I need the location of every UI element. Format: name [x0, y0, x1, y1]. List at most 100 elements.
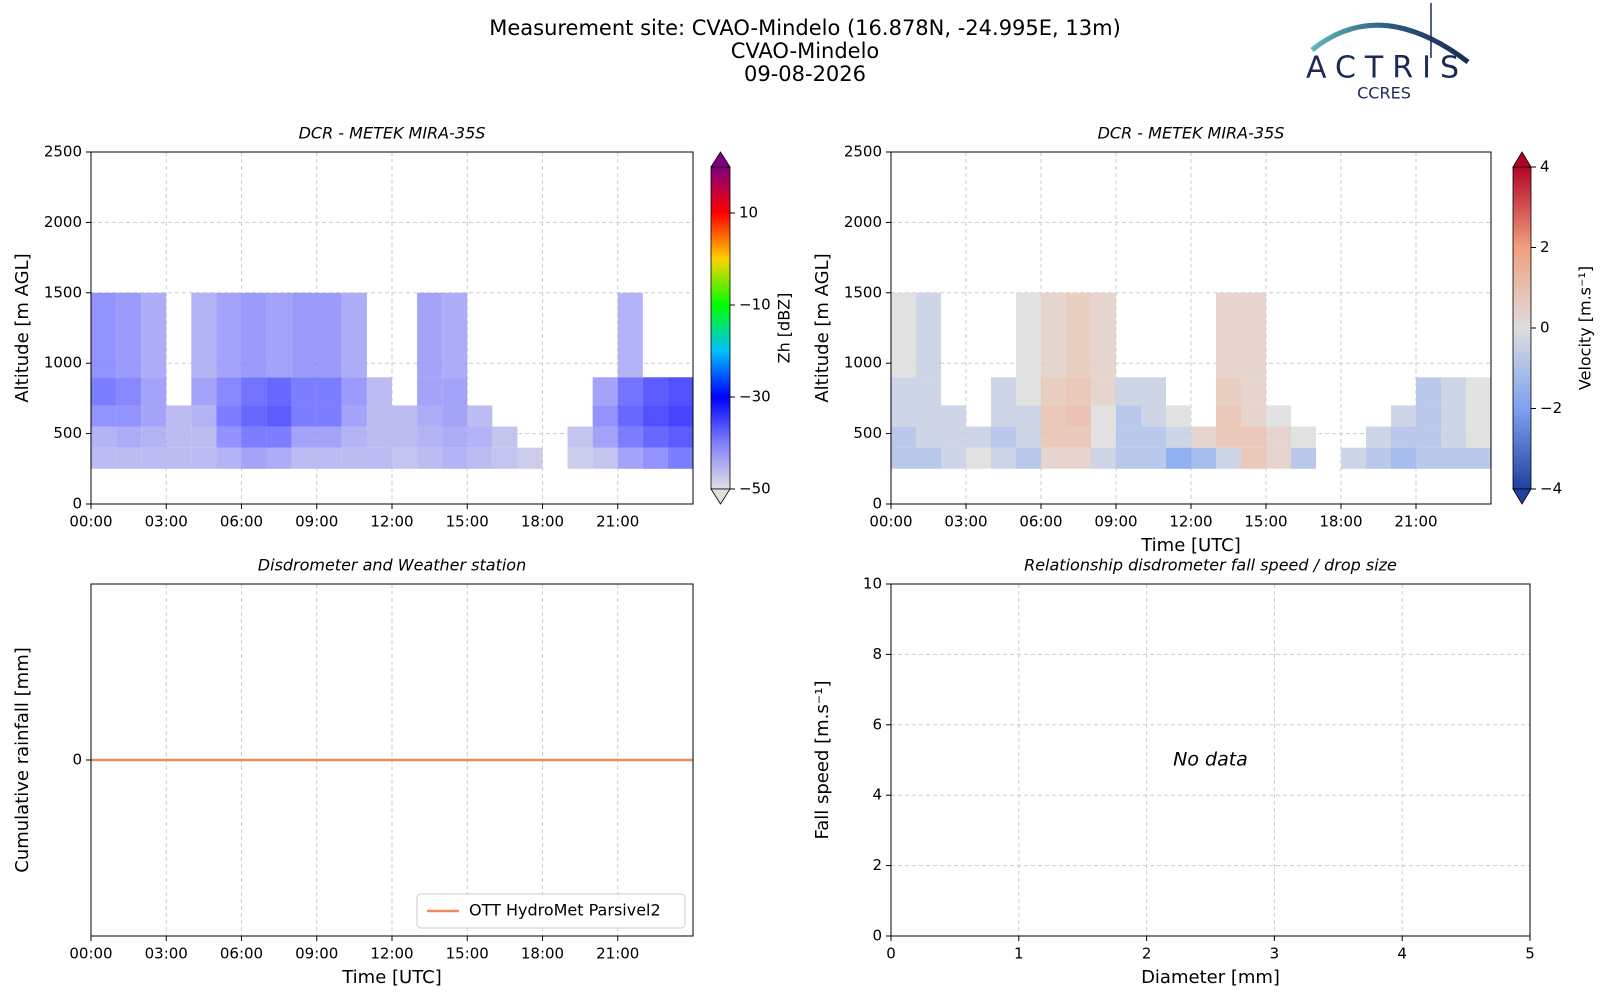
heatmap-cell [1241, 447, 1266, 469]
heatmap-cell [91, 292, 117, 378]
y-tick-label: 8 [872, 645, 882, 663]
heatmap-cell [1041, 377, 1066, 406]
heatmap-cell [417, 292, 443, 378]
heatmap-cell [417, 447, 443, 469]
heatmap-cell [1016, 377, 1041, 406]
x-tick-label: 18:00 [1319, 513, 1362, 531]
colorbar-tick-label: 2 [1540, 238, 1550, 256]
heatmap-cell [1466, 426, 1491, 448]
colorbar-tick-label: −2 [1540, 399, 1562, 417]
heatmap-cell [1066, 405, 1091, 427]
heatmap-cell [1266, 405, 1291, 427]
x-tick-label: 03:00 [145, 513, 188, 531]
heatmap-cell [1091, 426, 1116, 448]
heatmap-cell [366, 447, 392, 469]
heatmap-cell [1016, 292, 1041, 378]
heatmap-cell [191, 447, 217, 469]
heatmap-cell [1241, 405, 1266, 427]
colorbar-extend [1512, 488, 1532, 505]
x-tick-label: 15:00 [446, 945, 489, 963]
heatmap-cell [241, 447, 267, 469]
colorbar-label: Zh [dBZ] [775, 293, 794, 364]
heatmap-cell [366, 405, 392, 427]
x-tick-label: 12:00 [1169, 513, 1212, 531]
y-tick-label: 1000 [44, 354, 82, 372]
heatmap-cell [1416, 377, 1441, 406]
heatmap-cell [1116, 377, 1141, 406]
logo: ACTRIS CCRES [1306, 3, 1470, 103]
colorbar [710, 166, 731, 490]
x-tick-label: 12:00 [370, 945, 413, 963]
x-tick-label: 15:00 [446, 513, 489, 531]
heatmap-cell [467, 447, 493, 469]
heatmap-cell [216, 292, 242, 378]
y-tick-label: 500 [853, 424, 882, 442]
heatmap-cell [1441, 426, 1466, 448]
heatmap-cell [891, 426, 916, 448]
heatmap-cell [1091, 377, 1116, 406]
heatmap-cell [341, 292, 367, 378]
heatmap-cell [1091, 447, 1116, 469]
heatmap-cell [341, 405, 367, 427]
heatmap-cell [1241, 426, 1266, 448]
heatmap-cell [1241, 377, 1266, 406]
heatmap-cell [467, 405, 493, 427]
colorbar-tick-label: 4 [1540, 158, 1550, 176]
colorbar-tick-label: −50 [739, 480, 771, 498]
heatmap-cell [1416, 447, 1441, 469]
heatmap-cell [1216, 426, 1241, 448]
subplot-title: Disdrometer and Weather station [258, 556, 526, 575]
y-tick-label: 0 [872, 927, 882, 945]
heatmap-cell [667, 377, 693, 406]
heatmap-cell [1291, 426, 1316, 448]
heatmap-cell [291, 405, 317, 427]
heatmap-cell [592, 377, 618, 406]
heatmap-cell [1266, 426, 1291, 448]
heatmap-cell [991, 405, 1016, 427]
heatmap-cell [991, 426, 1016, 448]
heatmap-cell [1116, 405, 1141, 427]
heatmap-cell [141, 405, 167, 427]
heatmap-cell [191, 405, 217, 427]
heatmap-cell [1291, 447, 1316, 469]
heatmap-cell [1391, 426, 1416, 448]
colorbar-label: Velocity [m.s⁻¹] [1576, 266, 1595, 390]
x-axis-label: Diameter [mm] [1141, 967, 1280, 988]
heatmap-cell [241, 405, 267, 427]
heatmap-cell [1391, 447, 1416, 469]
heatmap-cell [1216, 292, 1241, 378]
heatmap-cell [241, 292, 267, 378]
heatmap-cell [216, 405, 242, 427]
heatmap-cell [1466, 447, 1491, 469]
heatmap-cell [316, 426, 342, 448]
heatmap-cell [1041, 292, 1066, 378]
heatmap-cell [141, 292, 167, 378]
legend-label: OTT HydroMet Parsivel2 [469, 901, 661, 920]
y-tick-label: 2500 [44, 143, 82, 161]
logo-sub: CCRES [1357, 84, 1411, 103]
heatmap-cell [1366, 426, 1391, 448]
heatmap-cell [642, 405, 668, 427]
heatmap-cell [316, 377, 342, 406]
x-tick-label: 12:00 [370, 513, 413, 531]
heatmap-cell [116, 292, 142, 378]
colorbar-tick-label: 10 [739, 204, 758, 222]
heatmap-cell [1441, 405, 1466, 427]
heatmap-cell [941, 426, 966, 448]
heatmap-cell [1391, 405, 1416, 427]
heatmap-cell [642, 426, 668, 448]
x-tick-label: 21:00 [1394, 513, 1437, 531]
heatmap-cell [291, 426, 317, 448]
x-tick-label: 06:00 [220, 513, 263, 531]
heatmap-cell [467, 426, 493, 448]
x-tick-label: 3 [1270, 945, 1280, 963]
heatmap-cell [492, 447, 518, 469]
heatmap-cell [316, 447, 342, 469]
heatmap-cell [116, 447, 142, 469]
y-axis-label: Altitude [m AGL] [12, 253, 33, 402]
heatmap-cell [1241, 292, 1266, 378]
heatmap-cell [116, 426, 142, 448]
heatmap-cell [116, 377, 142, 406]
heatmap-cell [617, 447, 643, 469]
heatmap-cell [1041, 405, 1066, 427]
